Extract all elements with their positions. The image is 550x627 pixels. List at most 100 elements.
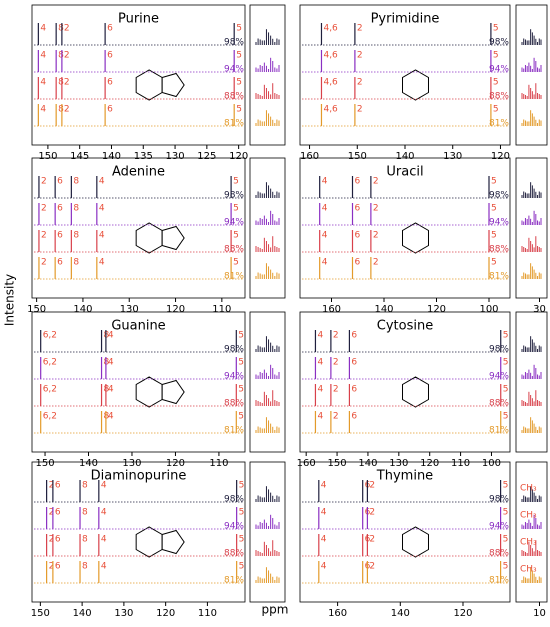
peak-label: 2 [49, 508, 55, 518]
peak-label: 5 [233, 177, 239, 187]
peak-label: 5 [503, 412, 509, 422]
peak-label: 5 [503, 331, 509, 341]
peak-label: 4 [108, 331, 114, 341]
peak-label: 8 [104, 412, 110, 422]
panel-title: Purine [118, 12, 159, 27]
peak-label: 5 [493, 105, 499, 115]
x-tick-label: 120 [156, 608, 175, 619]
x-tick-label: 130 [166, 151, 185, 162]
peak-label: 5 [493, 78, 499, 88]
x-tick-label: 120 [420, 458, 439, 469]
peak-label: 4 [101, 535, 107, 545]
side-tick-label: 30 [533, 304, 546, 315]
peak-label: 5 [236, 78, 242, 88]
x-tick-label: 100 [479, 304, 498, 315]
x-tick-label: 130 [120, 304, 139, 315]
peak-label: 2 [369, 562, 375, 572]
panel-title: Thymine [376, 469, 433, 484]
trace-label: 81% [489, 119, 509, 129]
panel-title: Cytosine [377, 319, 433, 334]
x-tick-label: 110 [209, 458, 228, 469]
peak-label: 6 [107, 51, 113, 61]
molecule-ring [402, 526, 429, 558]
peak-label: 6 [355, 177, 361, 187]
peak-label: 2 [373, 231, 379, 241]
plot-frame [299, 311, 511, 453]
peak-label: 6 [351, 412, 357, 422]
x-tick-label: 160 [322, 304, 341, 315]
trace-label: 88% [489, 245, 509, 255]
peak-label: 6 [57, 177, 63, 187]
peak-label: 4 [317, 385, 323, 395]
peak-label: 8 [104, 331, 110, 341]
peak-label: 2 [373, 258, 379, 268]
trace-label: 98% [489, 38, 509, 48]
plot-frame [31, 157, 246, 299]
peak-label: 5 [491, 177, 497, 187]
peak-label: 5 [239, 481, 245, 491]
trace-label: 94% [224, 522, 244, 532]
peak-label: 2 [64, 24, 70, 34]
x-tick-label: 130 [122, 458, 141, 469]
side-frame [515, 461, 548, 603]
side-frame [249, 461, 286, 603]
peak-label: 6 [107, 105, 113, 115]
peak-label: 4,6 [323, 105, 338, 115]
peak-label: 2 [49, 481, 55, 491]
peak-label: 2 [41, 258, 47, 268]
x-tick-label: 140 [73, 608, 92, 619]
peak-label: 8 [82, 562, 88, 572]
peak-label: 8 [58, 105, 64, 115]
peak-label: 4 [322, 177, 328, 187]
peak-label: 6 [55, 481, 61, 491]
peak-label: 2 [369, 481, 375, 491]
trace-label: 98% [489, 345, 509, 355]
peak-label: 2 [49, 562, 55, 572]
peak-label: 6,2 [43, 385, 57, 395]
side-frame [249, 311, 286, 453]
trace-label: 88% [224, 399, 244, 409]
x-tick-label: 120 [229, 151, 248, 162]
trace-label: 98% [489, 191, 509, 201]
peak-label: 8 [73, 258, 79, 268]
side-frame [515, 157, 548, 299]
peak-label: 4 [108, 385, 114, 395]
trace-label: 88% [224, 549, 244, 559]
trace-label: 94% [489, 372, 509, 382]
peak-label: 6 [57, 258, 63, 268]
peak-label: 5 [503, 562, 509, 572]
peak-label: 6 [351, 331, 357, 341]
peak-label: 8 [58, 24, 64, 34]
peak-label: 5 [503, 535, 509, 545]
x-tick-label: 125 [197, 151, 216, 162]
peak-label: 5 [493, 24, 499, 34]
peak-label: 2 [64, 78, 70, 88]
side-frame [515, 311, 548, 453]
peak-label: 8 [58, 51, 64, 61]
peak-label: 2 [373, 204, 379, 214]
peak-label: 2 [41, 231, 47, 241]
panel-title: Uracil [386, 165, 423, 180]
trace-label: 81% [489, 426, 509, 436]
peak-label: 4,6 [323, 51, 338, 61]
x-tick-label: 140 [73, 304, 92, 315]
molecule-ring [402, 222, 429, 254]
panel-title: Pyrimidine [371, 12, 440, 27]
molecule-ring [161, 379, 185, 405]
peak-label: 5 [491, 204, 497, 214]
peak-label: 8 [73, 204, 79, 214]
peak-label: 4 [108, 358, 114, 368]
trace-label: 98% [489, 495, 509, 505]
peak-label: 4 [108, 412, 114, 422]
peak-label: 6 [351, 358, 357, 368]
x-tick-label: 120 [166, 304, 185, 315]
trace-label: 88% [489, 399, 509, 409]
molecule-ring [135, 222, 163, 254]
peak-label: 6 [55, 535, 61, 545]
peak-label: 6,2 [43, 412, 57, 422]
peak-label: 2 [41, 177, 47, 187]
peak-label: 5 [239, 508, 245, 518]
x-tick-label: 110 [198, 608, 217, 619]
molecule-ring [161, 225, 185, 251]
molecule-ring [402, 69, 429, 101]
